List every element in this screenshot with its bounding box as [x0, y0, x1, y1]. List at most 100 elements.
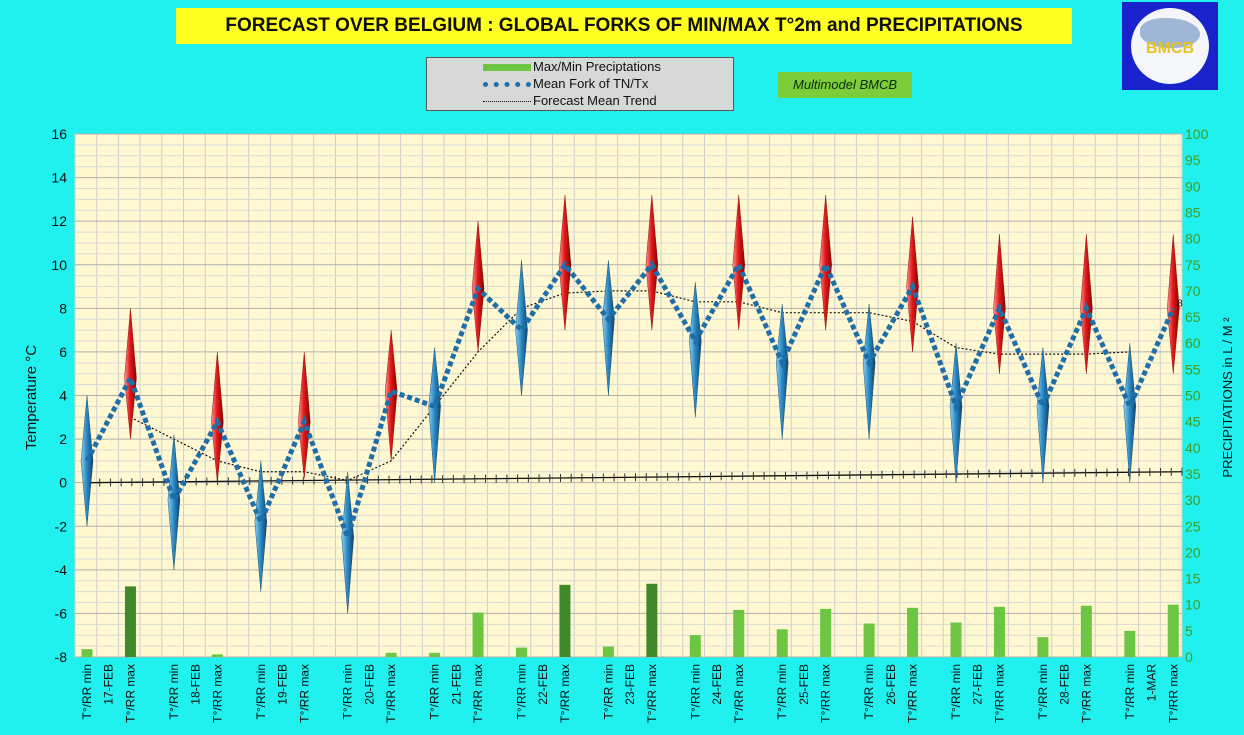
y-tick-label: 12: [51, 213, 67, 229]
tmin-spindle: [689, 282, 702, 418]
tmax-spindle: [819, 194, 832, 331]
tmin-spindle: [949, 343, 963, 483]
y-axis-title: Temperature °C: [23, 345, 40, 450]
y2-tick-label: 85: [1185, 204, 1201, 220]
precip-bar: [1080, 605, 1092, 657]
y2-tick-label: 55: [1185, 361, 1201, 377]
y2-tick-label: 100: [1185, 126, 1209, 142]
slot-label: T°/RR max: [992, 664, 1006, 723]
date-label: 1-MAR: [1145, 664, 1159, 702]
y2-tick-label: 30: [1185, 492, 1201, 508]
slot-label: T°/RR min: [1036, 664, 1050, 719]
date-label: 20-FEB: [362, 664, 376, 705]
slot-label: T°/RR min: [515, 664, 529, 719]
mean-fork-line: [84, 258, 1176, 545]
precip-bar: [689, 635, 701, 657]
precip-bar: [646, 583, 658, 657]
date-label: 22-FEB: [536, 664, 550, 705]
slot-label: T°/RR max: [732, 664, 746, 723]
legend-item-mean-fork: Mean Fork of TN/Tx: [427, 76, 733, 92]
tmin-spindle: [602, 260, 615, 396]
date-label: 19-FEB: [276, 664, 290, 705]
slot-label: T°/RR max: [1079, 664, 1093, 723]
y-tick-label: -8: [55, 649, 68, 665]
tmin-spindle: [862, 303, 876, 440]
slot-label: T°/RR min: [254, 664, 268, 719]
y2-tick-label: 15: [1185, 571, 1201, 587]
y-tick-label: 10: [51, 257, 67, 273]
slot-label: T°/RR max: [297, 664, 311, 723]
slot-label: T°/RR max: [384, 664, 398, 723]
date-label: 23-FEB: [623, 664, 637, 705]
legend-item-trend: Forecast Mean Trend: [427, 93, 733, 109]
legend-trend-swatch: [483, 101, 531, 102]
slot-label: T°/RR min: [167, 664, 181, 719]
slot-label: T°/RR min: [428, 664, 442, 719]
slot-label: T°/RR min: [949, 664, 963, 719]
tmax-spindle: [124, 308, 137, 440]
slot-label: T°/RR min: [80, 664, 94, 719]
multimodel-label: Multimodel BMCB: [778, 72, 912, 98]
precip-bar: [776, 629, 788, 657]
slot-label: T°/RR min: [601, 664, 615, 719]
y2-tick-label: 25: [1185, 518, 1201, 534]
slot-label: T°/RR max: [471, 664, 485, 723]
chart-legend: Max/Min Preciptations Mean Fork of TN/Tx…: [426, 57, 734, 111]
y-tick-label: 14: [51, 170, 67, 186]
tmax-spindle: [298, 351, 311, 479]
slot-label: T°/RR min: [862, 664, 876, 719]
precip-bar: [472, 612, 484, 657]
legend-item-precip: Max/Min Preciptations: [427, 59, 733, 75]
y2-tick-label: 50: [1185, 388, 1201, 404]
y2-tick-label: 65: [1185, 309, 1201, 325]
legend-precip-label: Max/Min Preciptations: [533, 59, 661, 74]
precip-bar: [429, 652, 441, 657]
y2-tick-label: 35: [1185, 466, 1201, 482]
y-tick-label: 4: [59, 388, 67, 404]
precip-bar: [733, 609, 745, 657]
date-label: 18-FEB: [189, 664, 203, 705]
slot-label: T°/RR min: [688, 664, 702, 719]
logo-text: BMCB: [1146, 40, 1194, 57]
y-tick-label: -6: [55, 605, 68, 621]
slot-label: T°/RR max: [906, 664, 920, 723]
y-tick-label: 8: [59, 300, 67, 316]
date-label: 28-FEB: [1058, 664, 1072, 705]
y2-tick-label: 60: [1185, 335, 1201, 351]
y-tick-label: 6: [59, 344, 67, 360]
y-tick-label: 16: [51, 126, 67, 142]
slot-label: T°/RR max: [1166, 664, 1180, 723]
tmin-spindle: [775, 303, 789, 440]
y2-tick-label: 70: [1185, 283, 1201, 299]
y2-tick-label: 75: [1185, 257, 1201, 273]
tmin-spindle: [254, 460, 268, 592]
y2-tick-label: 5: [1185, 623, 1193, 639]
bmcb-logo: BMCB: [1122, 2, 1218, 90]
precip-bar: [124, 586, 136, 657]
slot-label: T°/RR min: [775, 664, 789, 719]
end-value-label: 8: [1177, 298, 1183, 309]
date-label: 25-FEB: [797, 664, 811, 705]
y2-tick-label: 0: [1185, 649, 1193, 665]
date-label: 21-FEB: [449, 664, 463, 705]
y2-tick-label: 80: [1185, 231, 1201, 247]
slot-label: T°/RR max: [645, 664, 659, 723]
tmin-spindle: [428, 347, 441, 483]
belgium-map-icon: [1140, 18, 1200, 48]
precip-bar: [559, 584, 571, 657]
y-tick-label: -4: [55, 562, 68, 578]
precip-bar: [907, 607, 919, 657]
slot-label: T°/RR min: [1123, 664, 1137, 719]
y2-tick-label: 10: [1185, 597, 1201, 613]
slot-label: T°/RR max: [210, 664, 224, 723]
precip-bar: [863, 623, 875, 657]
forecast-mean-trend-line: [130, 290, 1130, 482]
date-label: 27-FEB: [971, 664, 985, 705]
slot-label: T°/RR min: [341, 664, 355, 719]
legend-trend-label: Forecast Mean Trend: [533, 93, 657, 108]
y2-axis-title: PRECIPITATIONS in L / M ²: [1220, 317, 1235, 478]
y2-tick-label: 40: [1185, 440, 1201, 456]
precip-bar: [385, 652, 397, 657]
precip-bar: [950, 622, 962, 657]
